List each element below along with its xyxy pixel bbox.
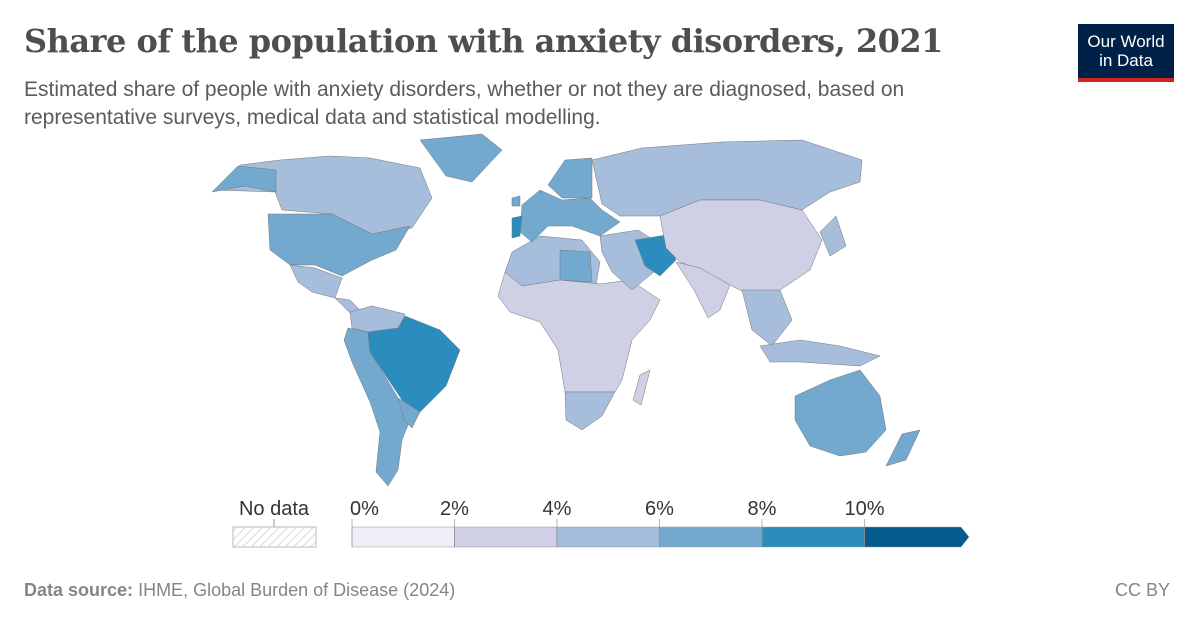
region-indonesia[interactable] <box>759 339 881 367</box>
region-south-asia[interactable] <box>675 261 731 319</box>
data-source-text[interactable]: IHME, Global Burden of Disease (2024) <box>138 580 456 600</box>
chart-title: Share of the population with anxiety dis… <box>24 22 943 60</box>
legend-bin-0[interactable] <box>351 526 455 548</box>
region-scandinavia[interactable] <box>547 157 593 199</box>
map-legend: No data 0% 2% 4% 6% 8% 10% <box>232 498 970 548</box>
region-western-europe[interactable] <box>519 189 621 243</box>
region-new-zealand[interactable] <box>885 429 921 467</box>
logo-line-2: in Data <box>1099 51 1153 70</box>
logo-line-1: Our World <box>1087 32 1165 51</box>
region-ireland[interactable] <box>511 195 521 207</box>
region-central-east-asia[interactable] <box>659 199 823 297</box>
legend-bin-2[interactable] <box>556 526 660 548</box>
region-united-states[interactable] <box>267 213 411 277</box>
legend-no-data-swatch <box>232 526 317 548</box>
legend-tick-label-2: 4% <box>543 498 572 520</box>
legend-bin-1[interactable] <box>454 526 558 548</box>
region-paraguay-uruguay[interactable] <box>397 397 421 429</box>
region-portugal[interactable] <box>511 215 523 239</box>
legend-tick-label-0: 0% <box>350 498 379 520</box>
legend-bin-4[interactable] <box>761 526 865 548</box>
legend-bin-3[interactable] <box>659 526 763 548</box>
region-southeast-asia[interactable] <box>741 289 793 347</box>
region-southern-africa[interactable] <box>564 391 616 431</box>
legend-no-data-label: No data <box>239 498 310 520</box>
region-andean-southern-south-america[interactable] <box>343 327 411 487</box>
region-australia[interactable] <box>794 369 887 457</box>
region-greenland[interactable] <box>419 133 503 183</box>
region-russia[interactable] <box>591 139 863 217</box>
owid-logo[interactable]: Our World in Data <box>1078 24 1174 82</box>
data-source: Data source: IHME, Global Burden of Dise… <box>24 580 455 601</box>
region-japan[interactable] <box>819 215 847 257</box>
legend-bin-5[interactable] <box>864 526 970 548</box>
legend-tick-label-5: 10% <box>844 498 884 520</box>
legend-tick-label-1: 2% <box>440 498 469 520</box>
region-libya[interactable] <box>559 249 593 283</box>
region-sub-saharan-africa[interactable] <box>497 271 661 393</box>
legend-tick-label-4: 8% <box>748 498 777 520</box>
region-brazil[interactable] <box>367 315 461 413</box>
license[interactable]: CC BY <box>1114 580 1170 600</box>
legend-tick-label-3: 6% <box>645 498 674 520</box>
data-source-label: Data source: <box>24 580 134 600</box>
chart-subtitle: Estimated share of people with anxiety d… <box>24 78 905 129</box>
region-alaska[interactable] <box>211 165 277 193</box>
region-madagascar[interactable] <box>632 369 651 406</box>
